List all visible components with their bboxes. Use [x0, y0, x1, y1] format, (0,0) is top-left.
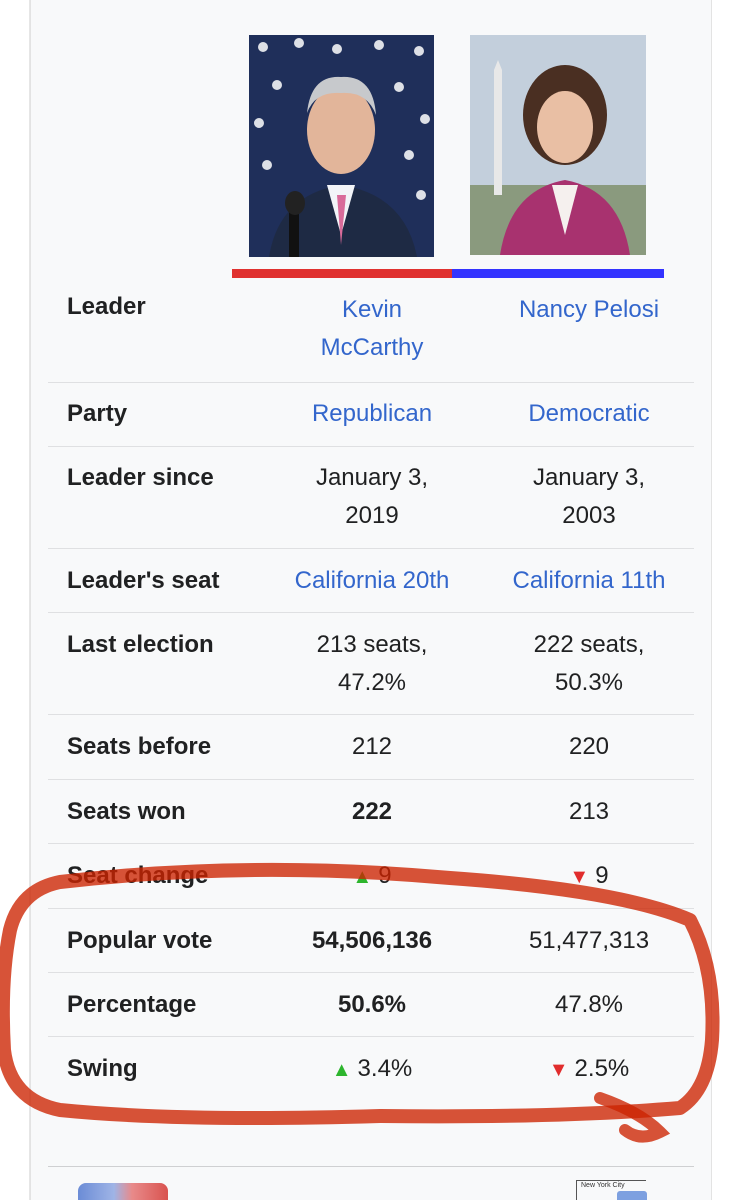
swing-pelosi-value: 2.5%: [574, 1055, 630, 1082]
popular-vote-pelosi: 51,477,313: [528, 927, 650, 954]
map-inset-new-york-city: New York City: [576, 1180, 647, 1200]
swing-mccarthy: ▲ 3.4%: [263, 1050, 481, 1089]
last-election-pelosi: 222 seats, 50.3%: [480, 626, 698, 702]
seats-won-mccarthy: 222: [351, 798, 393, 825]
section-divider: [48, 1166, 694, 1167]
portrait-kevin-mccarthy[interactable]: [249, 35, 434, 257]
map-inset-label: New York City: [581, 1182, 625, 1189]
row-label-seats-won: Seats won: [67, 798, 186, 825]
portrait-nancy-pelosi[interactable]: [470, 35, 646, 255]
swing-decrease-arrow-icon: ▼: [548, 1059, 569, 1081]
row-label-leader: Leader: [67, 293, 146, 320]
increase-arrow-icon: ▲: [352, 866, 373, 888]
last-election-mccarthy-percent: 47.2%: [337, 669, 407, 696]
row-label-party: Party: [67, 400, 128, 427]
swing-mccarthy-value: 3.4%: [357, 1055, 413, 1082]
leader-link-nancy-pelosi[interactable]: Nancy Pelosi: [518, 296, 660, 323]
row-label-seats-before: Seats before: [67, 733, 212, 760]
seat-change-pelosi-value: 9: [595, 862, 609, 889]
popular-vote-mccarthy: 54,506,136: [311, 927, 433, 954]
election-map-thumbnail[interactable]: [78, 1183, 168, 1200]
seats-before-mccarthy: 212: [351, 733, 393, 760]
leader-since-mccarthy-date: January 3,: [315, 464, 429, 491]
row-last-election: Last election 213 seats, 47.2% 222 seats…: [48, 612, 694, 714]
page-margin: [0, 0, 30, 1200]
party-link-democratic[interactable]: Democratic: [528, 400, 650, 427]
party-link-republican[interactable]: Republican: [311, 400, 433, 427]
row-leader-since: Leader since January 3, 2019 January 3, …: [48, 446, 694, 548]
seat-change-mccarthy: ▲ 9: [263, 857, 481, 896]
pelosi-photo-image: [470, 35, 646, 255]
seat-change-mccarthy-value: 9: [378, 862, 392, 889]
row-label-leader-since: Leader since: [67, 464, 214, 491]
leader-since-pelosi-year: 2003: [562, 502, 616, 529]
row-seat-change: Seat change ▲ 9 ▼ 9: [48, 843, 694, 908]
row-leader: Leader Kevin McCarthy Nancy Pelosi: [48, 280, 694, 382]
seats-before-pelosi: 220: [568, 733, 610, 760]
row-label-seat-change: Seat change: [67, 862, 209, 889]
last-election-pelosi-percent: 50.3%: [554, 669, 624, 696]
row-percentage: Percentage 50.6% 47.8%: [48, 972, 694, 1036]
row-seats-won: Seats won 222 213: [48, 779, 694, 843]
row-label-swing: Swing: [67, 1055, 138, 1082]
row-label-leaders-seat: Leader's seat: [67, 567, 220, 594]
seats-won-pelosi: 213: [568, 798, 610, 825]
swing-increase-arrow-icon: ▲: [331, 1059, 352, 1081]
percentage-pelosi: 47.8%: [554, 991, 624, 1018]
row-label-percentage: Percentage: [67, 991, 197, 1018]
row-label-last-election: Last election: [67, 631, 214, 658]
row-leaders-seat: Leader's seat California 20th California…: [48, 548, 694, 612]
republican-party-color-bar: [232, 269, 452, 278]
democratic-party-color-bar: [452, 269, 664, 278]
swing-pelosi: ▼ 2.5%: [480, 1050, 698, 1089]
leader-since-pelosi-date: January 3,: [532, 464, 646, 491]
map-inset-districts: [617, 1191, 647, 1200]
leader-since-mccarthy-year: 2019: [345, 502, 399, 529]
leader-since-mccarthy: January 3, 2019: [263, 459, 481, 535]
seat-link-california-11th[interactable]: California 11th: [512, 567, 666, 594]
row-label-popular-vote: Popular vote: [67, 927, 213, 954]
leader-name-line1: Kevin: [341, 296, 403, 323]
last-election-pelosi-seats: 222 seats,: [533, 631, 645, 658]
row-popular-vote: Popular vote 54,506,136 51,477,313: [48, 908, 694, 972]
seat-change-pelosi: ▼ 9: [480, 857, 698, 896]
leader-name-line2: McCarthy: [320, 334, 424, 361]
last-election-mccarthy: 213 seats, 47.2%: [263, 626, 481, 702]
seat-link-california-20th[interactable]: California 20th: [294, 567, 450, 594]
decrease-arrow-icon: ▼: [569, 866, 590, 888]
row-swing: Swing ▲ 3.4% ▼ 2.5%: [48, 1036, 694, 1100]
mccarthy-photo-image: [249, 35, 434, 257]
row-party: Party Republican Democratic: [48, 382, 694, 446]
last-election-mccarthy-seats: 213 seats,: [316, 631, 428, 658]
leader-since-pelosi: January 3, 2003: [480, 459, 698, 535]
row-seats-before: Seats before 212 220: [48, 714, 694, 779]
percentage-mccarthy: 50.6%: [337, 991, 407, 1018]
leader-link-kevin-mccarthy[interactable]: Kevin McCarthy: [263, 291, 481, 367]
